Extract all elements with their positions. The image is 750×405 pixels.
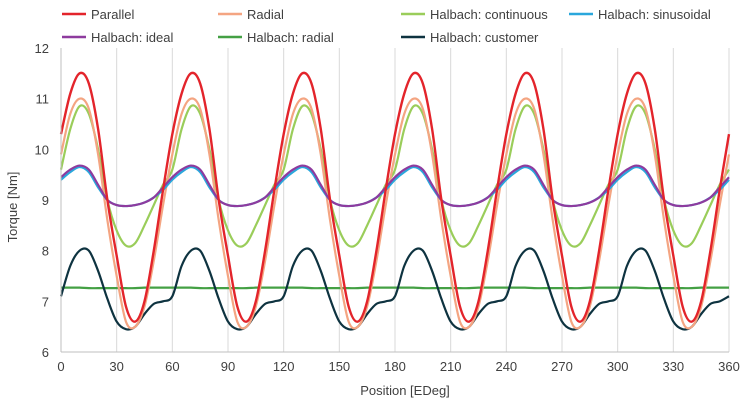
x-tick-label: 30 [109,359,123,374]
x-tick-label: 270 [551,359,573,374]
x-tick-label: 210 [440,359,462,374]
x-tick-labels: 0 30 60 90 120 150 180 210 240 270 300 330 360 [57,359,739,374]
legend-label: Halbach: sinusoidal [598,7,711,22]
x-tick-label: 0 [57,359,64,374]
y-tick-label: 10 [35,142,49,157]
series-line-parallel [59,71,731,323]
series-lines [59,71,731,331]
x-tick-label: 120 [273,359,295,374]
y-axis-title: Torque [Nm] [5,172,20,243]
series-line-radial [59,97,731,330]
legend-label: Parallel [91,7,134,22]
x-tick-label: 330 [662,359,684,374]
axes [60,48,729,353]
x-tick-label: 240 [495,359,517,374]
x-tick-label: 90 [221,359,235,374]
series-line-halbach-radial [61,286,729,290]
x-tick-label: 360 [718,359,740,374]
gridlines [116,48,730,352]
y-tick-label: 9 [42,193,49,208]
series-line-halbach-sinusoidal [60,165,730,208]
x-tick-label: 150 [328,359,350,374]
series-line-halbach-ideal [60,164,730,208]
y-tick-label: 8 [42,244,49,259]
x-tick-label: 60 [165,359,179,374]
y-tick-label: 12 [35,41,49,56]
legend-label: Halbach: ideal [91,30,173,45]
legend-label: Halbach: customer [430,30,539,45]
x-tick-label: 180 [384,359,406,374]
x-axis-title: Position [EDeg] [360,383,450,398]
legend-label: Halbach: radial [247,30,334,45]
y-tick-label: 6 [42,345,49,360]
series-line-halbach-customer [59,247,730,331]
y-tick-label: 11 [36,92,50,107]
legend: Parallel Radial Halbach: continuous Halbach… [62,7,711,45]
legend-label: Radial [247,7,284,22]
y-tick-labels: 6 7 8 9 10 11 12 [35,41,49,360]
legend-label: Halbach: continuous [430,7,548,22]
series-line-halbach-continuous [59,104,730,248]
x-tick-label: 300 [607,359,629,374]
y-tick-label: 7 [42,294,49,309]
